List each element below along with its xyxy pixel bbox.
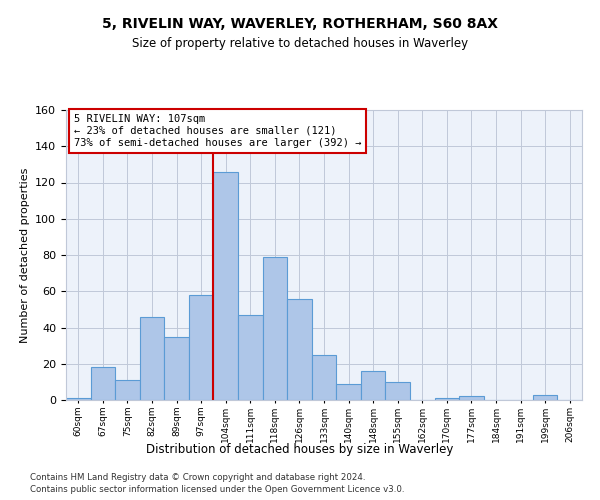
Bar <box>164 336 189 400</box>
Bar <box>533 394 557 400</box>
Text: Size of property relative to detached houses in Waverley: Size of property relative to detached ho… <box>132 38 468 51</box>
Text: Distribution of detached houses by size in Waverley: Distribution of detached houses by size … <box>146 442 454 456</box>
Text: 5 RIVELIN WAY: 107sqm
← 23% of detached houses are smaller (121)
73% of semi-det: 5 RIVELIN WAY: 107sqm ← 23% of detached … <box>74 114 361 148</box>
Bar <box>287 298 312 400</box>
Bar <box>214 172 238 400</box>
Bar <box>189 295 214 400</box>
Bar <box>115 380 140 400</box>
Text: 5, RIVELIN WAY, WAVERLEY, ROTHERHAM, S60 8AX: 5, RIVELIN WAY, WAVERLEY, ROTHERHAM, S60… <box>102 18 498 32</box>
Bar <box>238 315 263 400</box>
Bar <box>66 398 91 400</box>
Bar <box>361 371 385 400</box>
Bar <box>263 257 287 400</box>
Bar <box>91 368 115 400</box>
Bar <box>336 384 361 400</box>
Bar <box>434 398 459 400</box>
Bar <box>459 396 484 400</box>
Text: Contains public sector information licensed under the Open Government Licence v3: Contains public sector information licen… <box>30 485 404 494</box>
Text: Contains HM Land Registry data © Crown copyright and database right 2024.: Contains HM Land Registry data © Crown c… <box>30 472 365 482</box>
Bar <box>140 316 164 400</box>
Bar <box>385 382 410 400</box>
Y-axis label: Number of detached properties: Number of detached properties <box>20 168 29 342</box>
Bar <box>312 354 336 400</box>
